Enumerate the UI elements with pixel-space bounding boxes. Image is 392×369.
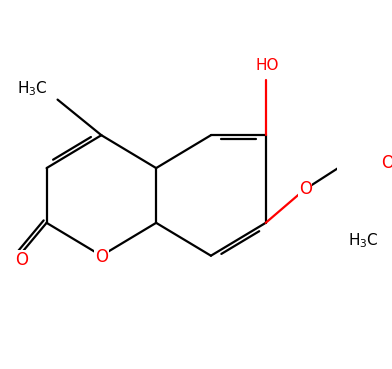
Text: O: O: [95, 248, 108, 266]
Text: O: O: [381, 154, 392, 172]
Text: HO: HO: [255, 58, 279, 73]
Text: H$_3$C: H$_3$C: [348, 231, 379, 250]
Text: O: O: [299, 180, 312, 198]
Text: O: O: [15, 251, 29, 269]
Text: H$_3$C: H$_3$C: [17, 79, 48, 98]
